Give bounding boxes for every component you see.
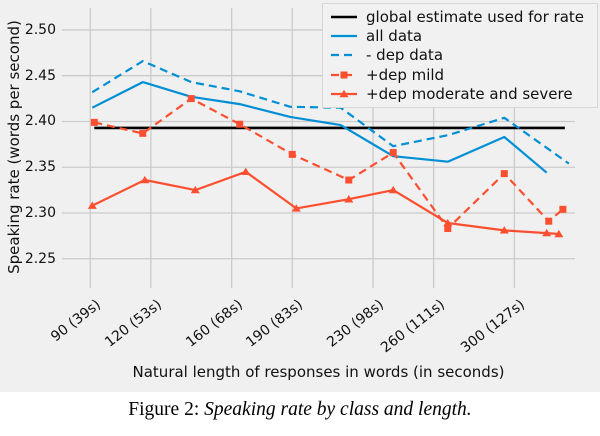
series-line-2 [91, 60, 570, 165]
legend-label: global estimate used for rate [366, 7, 584, 26]
legend-item: +dep moderate and severe [330, 85, 591, 104]
y-tick-label: 2.30 [24, 204, 56, 221]
legend-label: all data [366, 27, 423, 46]
series-3-marker [187, 95, 195, 103]
caption-prefix: Figure 2: [128, 399, 205, 420]
y-tick-label: 2.45 [24, 67, 56, 84]
legend-triangle-marker-icon [339, 90, 349, 98]
series-line-4 [91, 170, 559, 236]
y-axis-title: Speaking rate (words per second) [5, 20, 23, 274]
legend-label: - dep data [366, 46, 444, 65]
series-4-marker [140, 175, 150, 184]
y-tick-label: 2.25 [24, 250, 56, 267]
series-3-marker [139, 129, 147, 137]
legend-item: global estimate used for rate [330, 7, 591, 26]
series-3-marker [236, 120, 244, 128]
x-axis-title: Natural length of responses in words (in… [132, 363, 505, 381]
series-4-marker [443, 218, 453, 227]
series-4-marker [190, 185, 200, 194]
legend: global estimate used for rate all data - d… [322, 3, 598, 108]
legend-square-marker-icon [340, 71, 348, 79]
legend-item: - dep data [330, 46, 591, 65]
series-3-marker [444, 225, 452, 233]
series-4-marker [291, 204, 301, 212]
legend-item: all data [330, 26, 591, 45]
legend-line-sample [331, 34, 357, 38]
series-4-marker [344, 195, 354, 203]
caption-title: Speaking rate by class and length. [204, 399, 472, 420]
legend-label: +dep moderate and severe [366, 85, 573, 104]
series-4-marker [388, 185, 398, 194]
series-4-marker [87, 201, 97, 209]
series-3-marker [545, 217, 553, 225]
legend-label: +dep mild [366, 65, 445, 84]
legend-line-sample [331, 15, 357, 18]
series-3-marker [345, 176, 353, 184]
y-tick-label: 2.40 [24, 113, 56, 130]
y-tick-label: 2.50 [24, 21, 56, 38]
series-4-marker [554, 229, 564, 238]
series-4-marker [241, 167, 251, 175]
legend-line-sample [331, 71, 357, 79]
y-tick-label: 2.35 [24, 159, 56, 176]
series-line-3 [94, 97, 564, 230]
series-3-marker [559, 205, 567, 213]
series-4-marker [499, 226, 509, 234]
chart-figure: 2.25 2.30 2.35 2.40 2.45 2.50 90 (39s) 120 (53… [0, 0, 600, 392]
series-3-marker [389, 149, 397, 157]
series-3-marker [500, 170, 508, 178]
figure-caption: Figure 2: Speaking rate by class and len… [0, 399, 600, 421]
legend-line-sample [331, 54, 357, 57]
series-line-1 [91, 81, 548, 174]
legend-item: +dep mild [330, 65, 591, 84]
legend-line-sample [331, 90, 357, 98]
series-3-marker [90, 118, 98, 126]
series-3-marker [288, 150, 296, 158]
series-4-marker [542, 228, 552, 237]
